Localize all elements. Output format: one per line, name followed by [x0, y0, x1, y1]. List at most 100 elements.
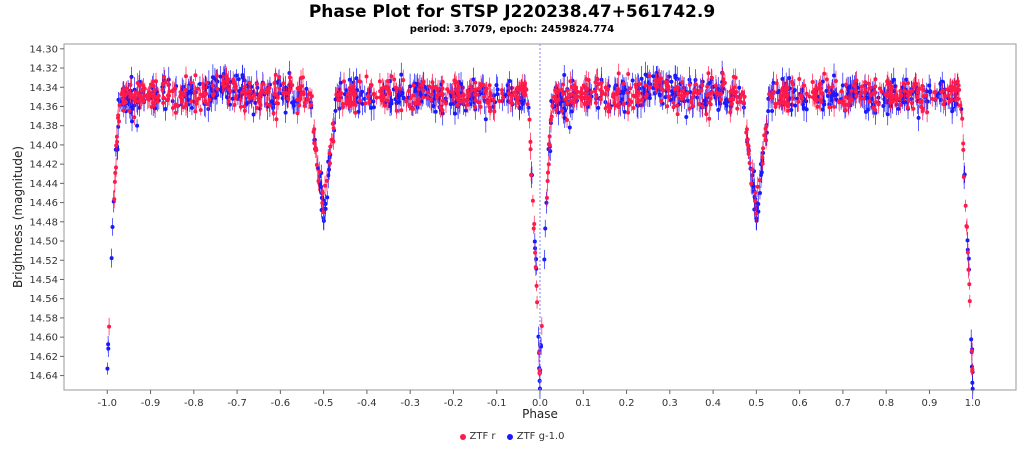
- data-point: [356, 109, 361, 114]
- data-point: [354, 76, 359, 81]
- data-point: [861, 96, 866, 101]
- point-ztf-r: [320, 186, 325, 199]
- point-ztf-r: [533, 243, 538, 263]
- data-point: [106, 346, 111, 351]
- point-ztf-g: [916, 104, 921, 132]
- data-point: [832, 73, 837, 78]
- data-point: [747, 161, 752, 166]
- point-ztf-r: [647, 80, 652, 95]
- data-point: [325, 195, 330, 200]
- point-ztf-r: [644, 89, 649, 100]
- data-point: [243, 91, 248, 96]
- data-point: [537, 371, 542, 376]
- data-point: [714, 90, 719, 95]
- point-ztf-g: [399, 62, 404, 87]
- data-point: [764, 124, 769, 129]
- data-point: [274, 117, 279, 122]
- data-point: [116, 113, 121, 118]
- data-point: [487, 109, 492, 114]
- data-point: [911, 84, 916, 89]
- point-ztf-r: [274, 110, 279, 128]
- data-point: [547, 134, 552, 139]
- data-point: [879, 89, 884, 94]
- data-point: [520, 101, 525, 106]
- data-point: [757, 178, 762, 183]
- data-point: [796, 99, 801, 104]
- point-ztf-r: [272, 75, 277, 92]
- point-ztf-g: [536, 326, 541, 347]
- data-point: [914, 94, 919, 99]
- data-point: [687, 106, 692, 111]
- data-point: [523, 92, 528, 97]
- data-point: [481, 94, 486, 99]
- data-point: [950, 109, 955, 114]
- point-ztf-r: [215, 81, 220, 96]
- point-ztf-r: [520, 74, 525, 93]
- data-point: [203, 100, 208, 105]
- data-point: [394, 89, 399, 94]
- point-ztf-g: [543, 219, 548, 238]
- point-ztf-r: [548, 109, 553, 130]
- point-ztf-r: [941, 94, 946, 114]
- data-point: [810, 80, 815, 85]
- data-point: [667, 74, 672, 79]
- data-point: [192, 90, 197, 95]
- point-ztf-g: [684, 108, 689, 125]
- data-point: [242, 84, 247, 89]
- data-point: [544, 200, 549, 205]
- data-point: [871, 90, 876, 95]
- point-ztf-r: [135, 87, 140, 98]
- data-point: [508, 100, 513, 105]
- point-ztf-g: [110, 218, 115, 236]
- data-point: [898, 94, 903, 99]
- data-point: [964, 224, 969, 229]
- data-point: [443, 101, 448, 106]
- data-point: [113, 170, 118, 175]
- point-ztf-r: [721, 70, 726, 89]
- point-ztf-r: [211, 88, 216, 100]
- data-point: [228, 89, 233, 94]
- point-ztf-r: [659, 95, 664, 107]
- data-point: [534, 257, 539, 262]
- data-point: [943, 93, 948, 98]
- point-ztf-r: [902, 80, 907, 102]
- data-point: [387, 91, 392, 96]
- data-point: [643, 72, 648, 77]
- point-ztf-r: [967, 294, 972, 308]
- point-ztf-r: [728, 101, 733, 123]
- data-point: [357, 79, 362, 84]
- data-point: [902, 88, 907, 93]
- data-point: [542, 257, 547, 262]
- data-point: [112, 179, 117, 184]
- data-point: [916, 87, 921, 92]
- data-point: [647, 74, 652, 79]
- data-point: [941, 102, 946, 107]
- point-ztf-r: [964, 220, 969, 232]
- data-point: [693, 82, 698, 87]
- point-ztf-g: [804, 95, 809, 108]
- data-point: [640, 98, 645, 103]
- point-ztf-r: [267, 95, 272, 115]
- data-point: [471, 77, 476, 82]
- data-point: [827, 90, 832, 95]
- data-point: [804, 99, 809, 104]
- data-point: [304, 86, 309, 91]
- data-point: [594, 77, 599, 82]
- point-ztf-r: [544, 188, 549, 208]
- data-point: [790, 79, 795, 84]
- point-ztf-g: [793, 94, 798, 117]
- data-point: [741, 100, 746, 105]
- data-point: [277, 86, 282, 91]
- data-point: [215, 86, 220, 91]
- data-point: [242, 78, 247, 83]
- data-point: [628, 86, 633, 91]
- point-ztf-r: [481, 90, 486, 103]
- data-point: [710, 90, 715, 95]
- data-point: [288, 79, 293, 84]
- point-ztf-g: [163, 97, 168, 121]
- data-point: [323, 183, 328, 188]
- point-ztf-r: [581, 80, 586, 91]
- data-point: [297, 103, 302, 108]
- point-ztf-r: [363, 93, 368, 114]
- point-ztf-g: [369, 94, 374, 121]
